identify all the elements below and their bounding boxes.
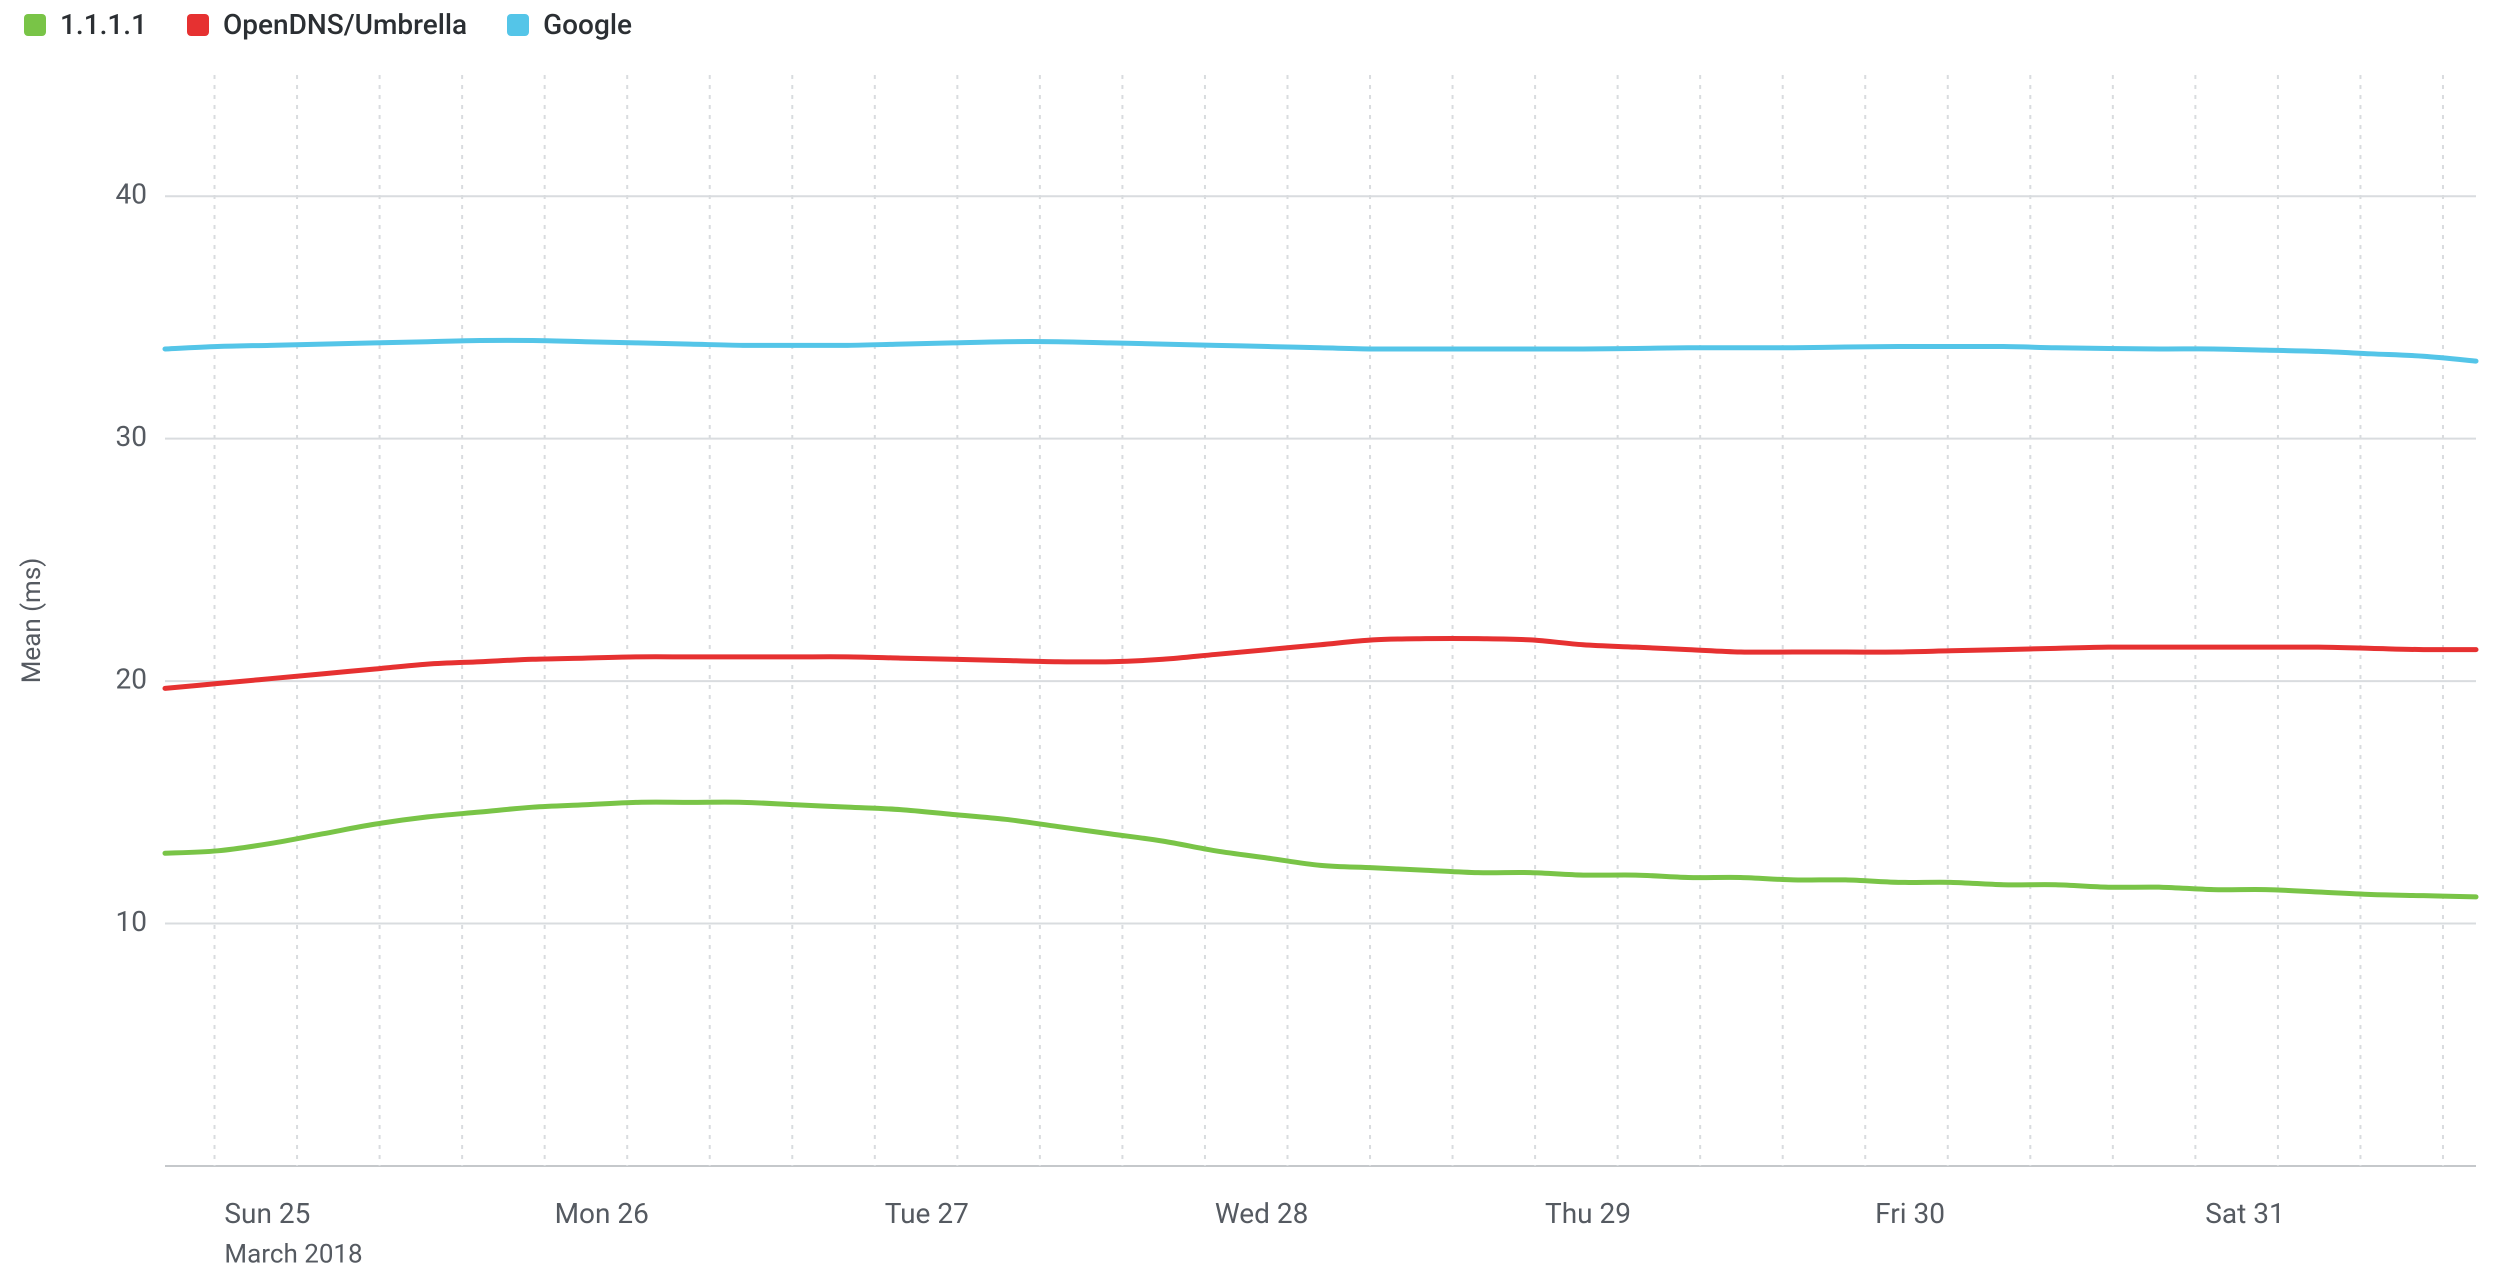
x-tick-label: Fri 30 [1875,1197,1945,1230]
x-tick-label: Mon 26 [555,1197,649,1230]
legend: 1.1.1.1 OpenDNS/Umbrella Google [0,0,2494,55]
legend-swatch-icon [24,14,46,36]
y-tick-label: 40 [116,178,147,211]
legend-swatch-icon [507,14,529,36]
y-tick-label: 20 [116,663,147,696]
y-axis-label: Mean (ms) [17,558,47,684]
plot-background [0,55,2494,1276]
x-tick-label: Wed 28 [1215,1197,1308,1230]
x-tick-label: Sat 31 [2205,1197,2284,1230]
x-axis-sublabel: March 2018 [224,1239,362,1269]
x-tick-label: Sun 25 [224,1197,310,1230]
chart-container: 1.1.1.1 OpenDNS/Umbrella Google 10 20 30 40 Su… [0,0,2494,1276]
legend-swatch-icon [187,14,209,36]
legend-item[interactable]: OpenDNS/Umbrella [187,8,467,41]
legend-label: 1.1.1.1 [60,8,147,41]
line-chart: 10 20 30 40 Sun 25 Mon 26 Tue 27 Wed 28 Thu 29 Fr… [0,55,2494,1276]
y-tick-label: 10 [116,905,147,938]
y-tick-label: 30 [116,420,147,453]
legend-label: Google [543,8,632,41]
legend-item[interactable]: 1.1.1.1 [24,8,147,41]
legend-label: OpenDNS/Umbrella [223,8,467,41]
legend-item[interactable]: Google [507,8,632,41]
x-tick-label: Thu 29 [1545,1197,1631,1230]
x-tick-label: Tue 27 [885,1197,969,1230]
